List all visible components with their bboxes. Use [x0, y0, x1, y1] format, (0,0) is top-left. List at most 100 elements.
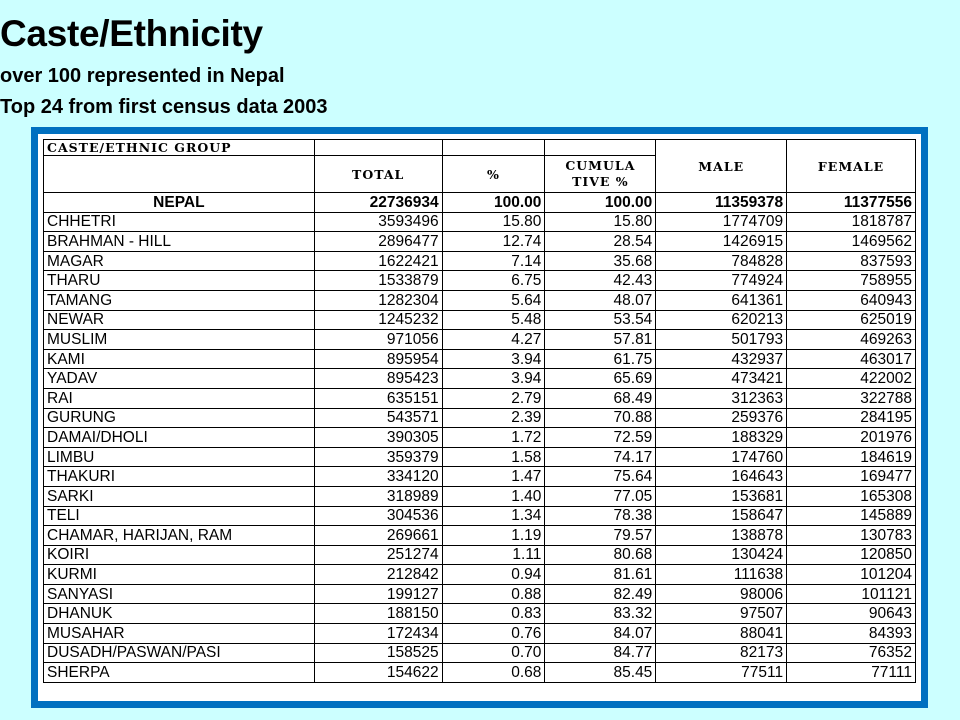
table-row: MAGAR 1622421 7.14 35.68 784828 837593 [43, 250, 916, 272]
cell-female: 101121 [786, 583, 916, 605]
cell-cumulative-percent: 78.38 [544, 505, 657, 527]
cell-cumulative-percent: 53.54 [544, 309, 657, 331]
cell-total: 158525 [313, 642, 443, 664]
cell-female: 422002 [786, 368, 916, 389]
cell-cumulative-percent: 81.61 [544, 564, 657, 585]
cell-total: 1282304 [313, 289, 443, 311]
cell-total: 635151 [313, 387, 443, 409]
header-empty-total [313, 139, 443, 156]
cell-group-name: MUSLIM [43, 329, 315, 350]
cell-male: 158647 [655, 505, 788, 527]
cell-total: 390305 [313, 427, 443, 448]
cell-female: 758955 [786, 270, 916, 291]
cell-cumulative-percent: 28.54 [544, 231, 657, 252]
table-row: YADAV 895423 3.94 65.69 473421 422002 [43, 368, 916, 389]
cell-total: 1622421 [313, 250, 443, 272]
header-total: TOTAL [313, 155, 443, 193]
cell-total: 3593496 [313, 211, 443, 233]
table-row: DAMAI/DHOLI 390305 1.72 72.59 188329 201976 [43, 427, 916, 448]
cell-female: 11377556 [786, 192, 916, 213]
cell-cumulative-percent: 70.88 [544, 407, 657, 429]
table-row: TELI 304536 1.34 78.38 158647 145889 [43, 505, 916, 527]
cell-male: 164643 [655, 466, 788, 487]
cell-male: 111638 [655, 564, 788, 585]
cell-cumulative-percent: 61.75 [544, 348, 657, 370]
cell-female: 130783 [786, 525, 916, 546]
cell-cumulative-percent: 77.05 [544, 485, 657, 507]
cell-percent: 5.64 [441, 289, 546, 311]
cell-percent: 12.74 [441, 231, 546, 252]
cell-group-name: TAMANG [43, 289, 315, 311]
table-frame: CASTE/ETHNIC GROUP MALE FEMALE TOTAL % [31, 127, 928, 708]
cell-cumulative-percent: 80.68 [544, 544, 657, 566]
cell-total: 543571 [313, 407, 443, 429]
cell-cumulative-percent: 100.00 [544, 192, 657, 213]
cell-female: 165308 [786, 485, 916, 507]
subtitle-represented: over 100 represented in Nepal [0, 65, 285, 87]
header-empty-group [43, 155, 315, 193]
cell-percent: 7.14 [441, 250, 546, 272]
cell-female: 77111 [786, 662, 916, 683]
cell-total: 318989 [313, 485, 443, 507]
cell-group-name: NEWAR [43, 309, 315, 331]
cell-female: 169477 [786, 466, 916, 487]
cell-male: 1426915 [655, 231, 788, 252]
cell-percent: 6.75 [441, 270, 546, 291]
table-row: CHHETRI 3593496 15.80 15.80 1774709 1818787 [43, 211, 916, 233]
cell-cumulative-percent: 84.07 [544, 623, 657, 644]
table-header-row-2: TOTAL % CUMULA TIVE % [43, 155, 916, 193]
cell-female: 101204 [786, 564, 916, 585]
page-title: Caste/Ethnicity [0, 13, 263, 54]
cell-female: 76352 [786, 642, 916, 664]
cell-female: 837593 [786, 250, 916, 272]
cell-percent: 0.83 [441, 603, 546, 625]
cell-male: 620213 [655, 309, 788, 331]
cell-male: 641361 [655, 289, 788, 311]
cell-female: 1818787 [786, 211, 916, 233]
table-row: RAI 635151 2.79 68.49 312363 322788 [43, 387, 916, 409]
header-male: MALE [655, 139, 788, 193]
table-row: KURMI 212842 0.94 81.61 111638 101204 [43, 564, 916, 585]
cell-group-name: THARU [43, 270, 315, 291]
cell-percent: 100.00 [441, 192, 546, 213]
cell-female: 120850 [786, 544, 916, 566]
cell-male: 174760 [655, 446, 788, 468]
subtitle-census: Top 24 from first census data 2003 [0, 96, 328, 118]
cell-female: 1469562 [786, 231, 916, 252]
table-row: MUSLIM 971056 4.27 57.81 501793 469263 [43, 329, 916, 350]
cell-total: 334120 [313, 466, 443, 487]
table-row: KOIRI 251274 1.11 80.68 130424 120850 [43, 544, 916, 566]
header-cumulative-line1: CUMULA [565, 158, 636, 173]
cell-male: 312363 [655, 387, 788, 409]
cell-group-name: DUSADH/PASWAN/PASI [43, 642, 315, 664]
cell-total: 2896477 [313, 231, 443, 252]
table-row: BRAHMAN - HILL 2896477 12.74 28.54 1426915 14… [43, 231, 916, 252]
cell-percent: 1.47 [441, 466, 546, 487]
cell-percent: 3.94 [441, 368, 546, 389]
cell-cumulative-percent: 74.17 [544, 446, 657, 468]
cell-male: 473421 [655, 368, 788, 389]
cell-group-name: YADAV [43, 368, 315, 389]
cell-total: 188150 [313, 603, 443, 625]
header-empty-percent [441, 139, 546, 156]
cell-female: 625019 [786, 309, 916, 331]
table-row: NEWAR 1245232 5.48 53.54 620213 625019 [43, 309, 916, 331]
cell-cumulative-percent: 84.77 [544, 642, 657, 664]
cell-cumulative-percent: 48.07 [544, 289, 657, 311]
cell-female: 145889 [786, 505, 916, 527]
cell-group-name: KURMI [43, 564, 315, 585]
cell-group-name: KAMI [43, 348, 315, 370]
cell-percent: 15.80 [441, 211, 546, 233]
cell-percent: 2.39 [441, 407, 546, 429]
table-row: SARKI 318989 1.40 77.05 153681 165308 [43, 485, 916, 507]
cell-group-name: SANYASI [43, 583, 315, 605]
cell-male: 130424 [655, 544, 788, 566]
cell-female: 90643 [786, 603, 916, 625]
cell-group-name: NEPAL [43, 192, 315, 213]
cell-female: 284195 [786, 407, 916, 429]
cell-cumulative-percent: 82.49 [544, 583, 657, 605]
cell-male: 153681 [655, 485, 788, 507]
cell-male: 259376 [655, 407, 788, 429]
header-cumulative-line2: TIVE % [572, 174, 629, 189]
cell-male: 88041 [655, 623, 788, 644]
